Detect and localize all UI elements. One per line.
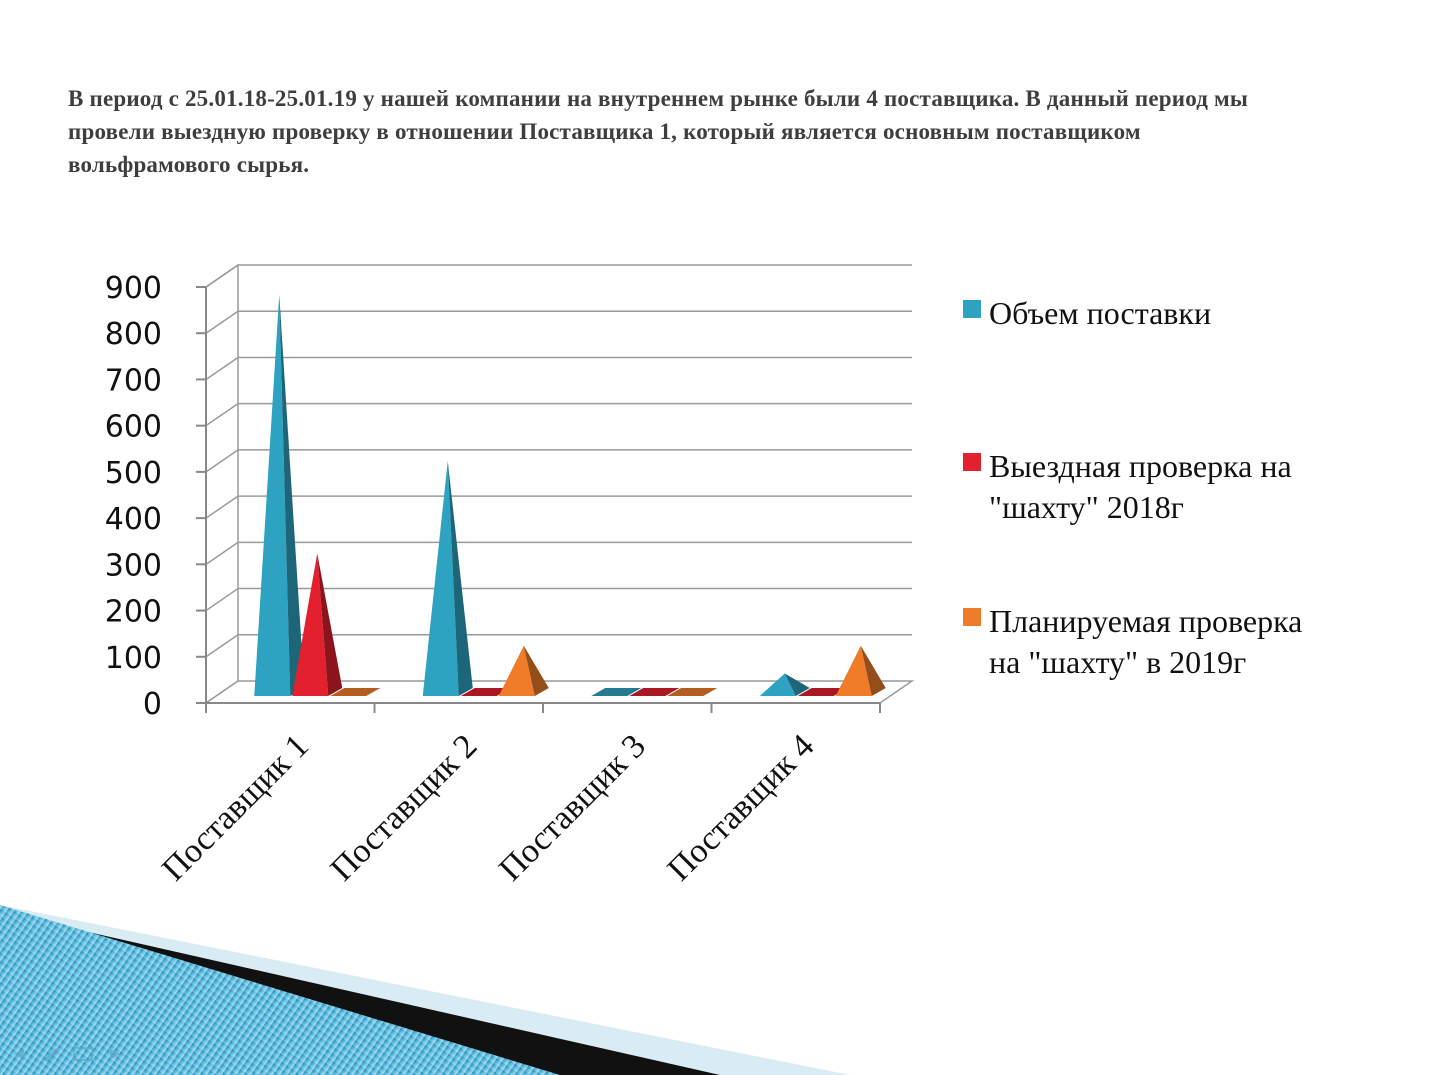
y-tick-label: 300 <box>105 548 162 583</box>
pyramid-mark <box>422 460 473 696</box>
chart-gridlines <box>205 264 912 658</box>
y-tick-label: 500 <box>105 456 162 491</box>
gridline-side <box>205 310 239 334</box>
pyramid-mark <box>330 688 381 696</box>
legend-swatch <box>963 453 981 471</box>
y-tick-label: 900 <box>105 271 162 306</box>
pyramid-flat-base <box>797 688 848 696</box>
pyramid-mark <box>292 553 343 696</box>
pyramid-side-face <box>317 553 343 696</box>
y-tick-label: 700 <box>105 363 162 398</box>
chart-axes <box>205 287 881 713</box>
deco-black-wedge <box>0 912 720 1075</box>
y-tick-label: 800 <box>105 317 162 352</box>
legend-label: Планируемая проверка на "шахту" в 2019г <box>989 603 1302 680</box>
pyramid-flat-base <box>591 688 642 696</box>
gridline-side <box>205 541 239 565</box>
gridline-side <box>205 264 239 288</box>
pyramid-front-face <box>292 553 329 696</box>
legend-item: Объем поставки <box>963 295 1211 331</box>
pyramid-side-face <box>447 460 473 696</box>
pyramid-flat-base <box>330 688 381 696</box>
pyramid-mark <box>460 688 511 696</box>
legend-label: Объем поставки <box>989 295 1211 331</box>
legend-swatch <box>963 300 981 318</box>
pyramid-mark <box>591 688 642 696</box>
y-axis-ticks: 0 100 200 300 400 500 600 700 800 900 <box>105 271 206 722</box>
y-tick-label: 0 <box>143 687 162 722</box>
y-tick-label: 600 <box>105 410 162 445</box>
intro-paragraph: В период с 25.01.18-25.01.19 у нашей ком… <box>68 86 1249 177</box>
pyramid-front-face <box>254 294 291 696</box>
legend-swatch <box>963 608 981 626</box>
nav-back-icon[interactable] <box>8 1046 30 1062</box>
pyramid-mark <box>759 673 810 696</box>
pyramid-mark <box>835 645 886 696</box>
gridline-side <box>205 449 239 473</box>
pyramid-flat-base <box>667 688 718 696</box>
gridline-side <box>205 403 239 427</box>
slides-menu-icon[interactable] <box>72 1046 94 1062</box>
pyramid-side-face <box>279 294 305 696</box>
pyramid-side-face <box>523 645 549 696</box>
pyramid-flat-base <box>629 688 680 696</box>
nav-forward-icon[interactable] <box>104 1046 126 1062</box>
deco-blue-wedge <box>0 905 560 1075</box>
chart-marks <box>254 294 886 696</box>
legend-item: Выездная проверка на "шахту" 2018г <box>963 448 1292 525</box>
y-tick-label: 200 <box>105 595 162 630</box>
pyramid-mark <box>254 294 305 696</box>
pyramid-mark <box>667 688 718 696</box>
y-tick-label: 400 <box>105 502 162 537</box>
gridline-side <box>205 634 239 658</box>
pyramid-side-face <box>784 673 810 696</box>
pyramid-mark <box>629 688 680 696</box>
pyramid-front-face <box>759 673 796 696</box>
pyramid-front-face <box>422 460 459 696</box>
gridline-side <box>205 356 239 381</box>
y-tick-label: 100 <box>105 641 162 676</box>
chart-legend: Объем поставки Выездная проверка на "шахту… <box>963 295 1302 680</box>
pyramid-flat-base <box>460 688 511 696</box>
legend-label: Выездная проверка на "шахту" 2018г <box>989 448 1292 525</box>
pyramid-front-face <box>835 645 872 696</box>
pyramid-side-face <box>860 645 886 696</box>
pyramid-mark <box>498 645 549 696</box>
pyramid-mark <box>797 688 848 696</box>
gridline-side <box>205 495 239 519</box>
legend-item: Планируемая проверка на "шахту" в 2019г <box>963 603 1302 680</box>
pen-icon[interactable] <box>40 1046 62 1062</box>
pyramid-front-face <box>498 645 535 696</box>
gridline-side <box>205 587 239 612</box>
